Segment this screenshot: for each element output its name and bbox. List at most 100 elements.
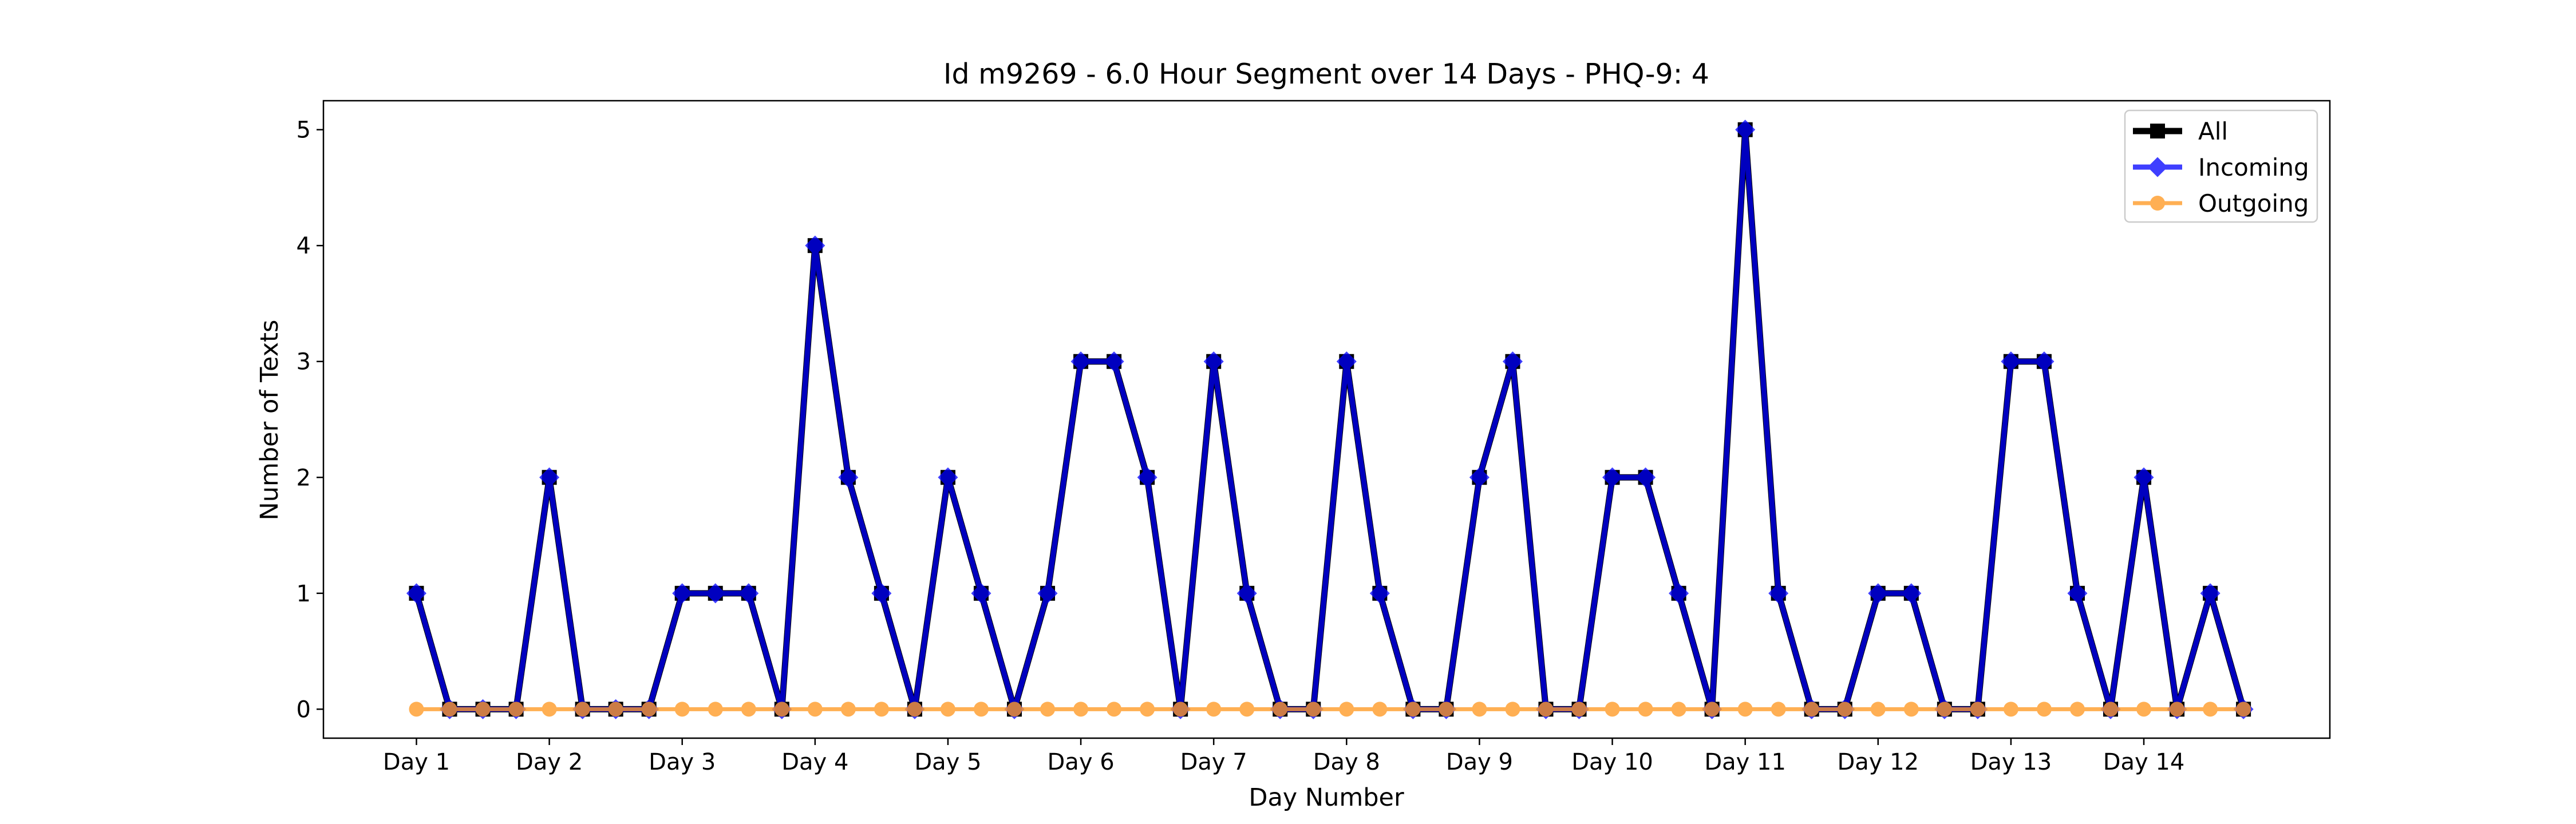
data-point-outgoing [1439, 702, 1454, 717]
data-point-outgoing [1505, 702, 1520, 717]
series-incoming [406, 120, 2254, 719]
y-tick-label: 4 [297, 233, 311, 259]
legend-item-outgoing [2133, 196, 2182, 211]
data-point-incoming [1369, 583, 1390, 604]
data-point-outgoing [1804, 702, 1819, 717]
data-point-incoming [2001, 351, 2021, 372]
data-point-incoming [1336, 351, 1357, 372]
x-tick-label: Day 13 [1970, 749, 2052, 775]
series-line-all [413, 126, 2247, 712]
data-point-outgoing [1870, 702, 1886, 717]
data-point-outgoing [2170, 702, 2185, 717]
plot-frame [322, 100, 2331, 739]
data-point-outgoing [1605, 702, 1620, 717]
data-point-outgoing [2069, 702, 2085, 717]
y-tick-label: 5 [297, 117, 311, 144]
data-point-incoming [1602, 467, 1623, 488]
x-tick-label: Day 10 [1571, 749, 1653, 775]
data-point-outgoing [1107, 702, 1122, 717]
data-point-outgoing [807, 702, 823, 717]
data-point-outgoing [641, 702, 657, 717]
legend: All Incoming Outgoing [2124, 109, 2318, 223]
y-axis-label: Number of Texts [255, 320, 284, 521]
data-point-outgoing [1737, 702, 1753, 717]
x-tick-label: Day 12 [1837, 749, 1919, 775]
data-point-incoming [1868, 583, 1888, 604]
data-point-incoming [871, 583, 892, 604]
data-point-outgoing [874, 702, 889, 717]
data-point-incoming [1070, 351, 1091, 372]
data-point-outgoing [475, 702, 491, 717]
x-tick-label: Day 4 [781, 749, 848, 775]
legend-item-incoming [2133, 157, 2182, 177]
data-point-outgoing [1704, 702, 1720, 717]
data-point-outgoing [1671, 702, 1686, 717]
data-point-outgoing [2203, 702, 2218, 717]
legend-box [2124, 109, 2318, 223]
data-point-incoming [1203, 351, 1224, 372]
y-tick-label: 1 [297, 581, 311, 607]
data-point-incoming [2134, 467, 2154, 488]
series-line-incoming [413, 127, 2246, 712]
x-tick-label: Day 14 [2103, 749, 2185, 775]
data-point-outgoing [840, 702, 856, 717]
data-point-incoming [705, 583, 726, 604]
y-tick-label: 2 [297, 465, 311, 491]
legend-marker-outgoing [2150, 196, 2165, 211]
series-all [409, 122, 2251, 717]
data-point-incoming [971, 583, 991, 604]
data-point-incoming [1735, 120, 1756, 140]
data-point-outgoing [1638, 702, 1653, 717]
data-point-incoming [2200, 583, 2221, 604]
data-point-outgoing [1405, 702, 1421, 717]
data-point-outgoing [575, 702, 590, 717]
data-point-outgoing [1771, 702, 1786, 717]
data-point-outgoing [1206, 702, 1222, 717]
x-tick-label: Day 9 [1446, 749, 1513, 775]
data-point-outgoing [409, 702, 424, 717]
y-axis: 0 1 2 3 4 5 [297, 117, 323, 723]
data-point-outgoing [1007, 702, 1022, 717]
y-tick-label: 0 [297, 696, 311, 723]
data-point-incoming [1768, 583, 1789, 604]
data-point-incoming [1502, 351, 1523, 372]
data-point-outgoing [1173, 702, 1188, 717]
data-point-incoming [1635, 467, 1656, 488]
x-tick-label: Day 3 [649, 749, 716, 775]
x-tick-label: Day 6 [1048, 749, 1115, 775]
data-point-outgoing [1239, 702, 1255, 717]
legend-label-incoming: Incoming [2198, 153, 2309, 181]
data-point-incoming [1236, 583, 1257, 604]
data-point-outgoing [1339, 702, 1354, 717]
x-tick-label: Day 7 [1180, 749, 1247, 775]
data-point-outgoing [940, 702, 955, 717]
data-point-outgoing [1970, 702, 1985, 717]
data-point-incoming [738, 583, 759, 604]
data-point-outgoing [2036, 702, 2052, 717]
data-point-outgoing [973, 702, 989, 717]
data-point-outgoing [508, 702, 524, 717]
data-point-outgoing [708, 702, 723, 717]
legend-item-all [2133, 124, 2182, 138]
data-point-incoming [1901, 583, 1922, 604]
data-point-incoming [1669, 583, 1689, 604]
plot-area [322, 100, 2331, 739]
data-point-outgoing [1472, 702, 1487, 717]
data-point-outgoing [2103, 702, 2119, 717]
x-axis: Day 1 Day 2 Day 3 Day 4 Day 5 Day 6 Day 7 Day 8… [383, 738, 2184, 775]
data-point-incoming [1137, 467, 1157, 488]
x-tick-label: Day 5 [914, 749, 981, 775]
data-point-incoming [2067, 583, 2088, 604]
data-point-outgoing [608, 702, 623, 717]
data-point-outgoing [1040, 702, 1056, 717]
data-point-outgoing [1937, 702, 1952, 717]
data-point-outgoing [907, 702, 922, 717]
data-point-incoming [938, 467, 958, 488]
data-point-incoming [1037, 583, 1058, 604]
x-tick-label: Day 11 [1704, 749, 1786, 775]
data-point-outgoing [1306, 702, 1321, 717]
chart-title: Id m9269 - 6.0 Hour Segment over 14 Days… [943, 58, 1709, 90]
data-point-incoming [1104, 351, 1124, 372]
legend-label-all: All [2198, 117, 2228, 145]
data-point-outgoing [1538, 702, 1554, 717]
